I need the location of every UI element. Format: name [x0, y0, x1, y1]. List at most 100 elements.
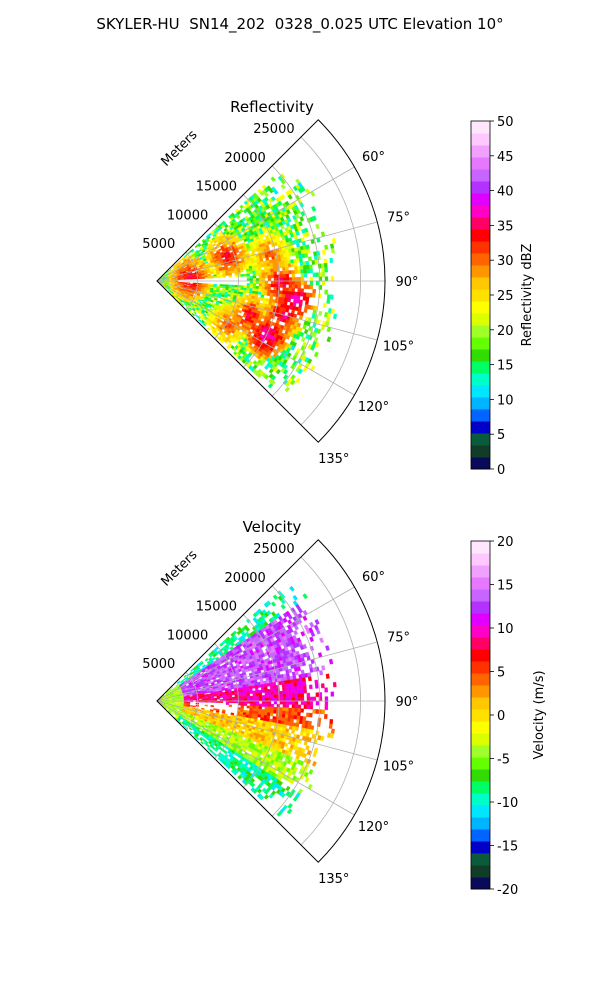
reflectivity-echo-cell [246, 290, 250, 294]
velocity-echo-cell [295, 722, 300, 728]
reflectivity-echo-cell [258, 288, 262, 293]
velocity-echo-cell [264, 700, 269, 705]
reflectivity-echo-cell [213, 276, 218, 279]
reflectivity-range-tick-label: 25000 [253, 122, 294, 137]
reflectivity-echo-cell [246, 268, 250, 272]
velocity-echo-cell [293, 682, 298, 687]
reflectivity-echo-cell [324, 244, 329, 250]
reflectivity-colorbar-segment [471, 121, 490, 134]
reflectivity-echo-cell [279, 270, 283, 275]
reflectivity-echo-cell [249, 268, 253, 272]
reflectivity-echo-cell [329, 294, 334, 300]
velocity-echo-cell [303, 685, 307, 690]
velocity-echo-cell [288, 668, 293, 674]
reflectivity-echo-cell [219, 285, 223, 289]
velocity-echo-cell [297, 711, 301, 717]
velocity-echo-cell [204, 704, 208, 707]
reflectivity-echo-cell [282, 267, 286, 272]
reflectivity-echo-cell [315, 272, 320, 277]
velocity-echo-cell [288, 686, 292, 691]
reflectivity-echo-cell [246, 283, 251, 287]
velocity-echo-cell [230, 686, 235, 690]
velocity-echo-cell [261, 709, 265, 713]
velocity-echo-cell [309, 729, 314, 735]
reflectivity-echo-cell [273, 271, 277, 276]
reflectivity-echo-cell [291, 291, 295, 296]
velocity-echo-cell [291, 686, 295, 691]
velocity-echo-cell [219, 695, 224, 698]
reflectivity-echo-cell [252, 288, 256, 292]
reflectivity-echo-cell [186, 278, 191, 280]
velocity-echo-cell [285, 697, 290, 702]
velocity-echo-cell [302, 681, 307, 686]
reflectivity-echo-cell [297, 277, 302, 282]
reflectivity-echo-cell [240, 274, 245, 277]
reflectivity-echo-cell [264, 280, 269, 285]
velocity-echo-cell [294, 700, 299, 705]
velocity-echo-cell [269, 685, 274, 690]
reflectivity-echo-cell [297, 280, 302, 285]
velocity-echo-cell [330, 728, 335, 734]
reflectivity-echo-cell [177, 261, 182, 265]
velocity-echo-cell [270, 706, 274, 711]
velocity-echo-cell [272, 682, 277, 686]
reflectivity-echo-cell [291, 270, 295, 275]
reflectivity-echo-cell [312, 215, 317, 221]
velocity-echo-cell [264, 697, 269, 702]
velocity-echo-cell [261, 700, 266, 704]
reflectivity-echo-cell [201, 277, 206, 279]
velocity-echo-cell [302, 677, 306, 682]
reflectivity-echo-cell [291, 287, 295, 292]
reflectivity-echo-cell [261, 278, 266, 282]
velocity-echo-cell [305, 745, 310, 751]
velocity-echo-cell [289, 585, 295, 592]
reflectivity-colorbar-segment [471, 361, 490, 374]
velocity-echo-cell [204, 698, 209, 700]
reflectivity-echo-cell [190, 249, 195, 253]
velocity-echo-cell [273, 697, 278, 702]
velocity-echo-cell [264, 692, 268, 696]
velocity-echo-cell [222, 695, 227, 698]
velocity-echo-cell [281, 684, 286, 688]
velocity-echo-cell [189, 705, 193, 707]
reflectivity-echo-cell [228, 274, 233, 278]
reflectivity-echo-cell [316, 328, 322, 334]
velocity-echo-cell [273, 700, 278, 705]
reflectivity-colorbar-segment [471, 169, 490, 182]
reflectivity-echo-cell [300, 265, 304, 270]
reflectivity-echo-cell [300, 292, 304, 297]
reflectivity-echo-cell [255, 280, 260, 284]
velocity-echo-cell [264, 695, 269, 699]
reflectivity-title: Reflectivity [230, 98, 314, 116]
reflectivity-echo-cell [291, 280, 296, 285]
reflectivity-echo-cell [309, 280, 314, 286]
velocity-echo-cell [317, 717, 322, 723]
reflectivity-echo-cell [266, 265, 271, 270]
reflectivity-echo-cell [285, 209, 291, 215]
velocity-echo-cell [240, 694, 245, 697]
velocity-echo-cell [234, 696, 239, 700]
velocity-echo-cell [255, 703, 260, 707]
reflectivity-echo-cell [309, 268, 313, 274]
reflectivity-echo-cell [279, 277, 284, 282]
velocity-echo-cell [323, 714, 328, 720]
velocity-echo-cell [288, 711, 292, 716]
reflectivity-colorbar-tick-label: 50 [497, 115, 514, 130]
velocity-echo-cell [255, 692, 260, 696]
velocity-echo-cell [321, 665, 326, 671]
reflectivity-echo-cell [267, 283, 272, 288]
velocity-echo-cell [240, 705, 245, 708]
reflectivity-echo-cell [276, 277, 281, 282]
reflectivity-echo-cell [246, 275, 251, 279]
velocity-echo-cell [267, 706, 271, 711]
velocity-echo-cell [290, 714, 295, 720]
velocity-echo-cell [267, 688, 271, 693]
velocity-echo-cell [280, 603, 286, 610]
reflectivity-echo-cell [263, 266, 268, 270]
velocity-echo-cell [291, 729, 296, 735]
velocity-echo-cell [246, 691, 250, 695]
reflectivity-echo-cell [302, 324, 307, 330]
reflectivity-echo-cell [317, 263, 322, 269]
reflectivity-range-tick-label: 5000 [142, 237, 175, 252]
velocity-echo-cell [266, 712, 271, 717]
